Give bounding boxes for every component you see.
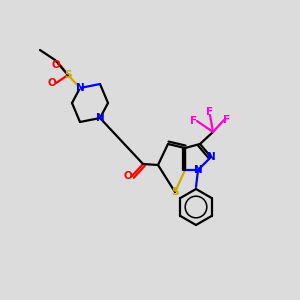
Text: N: N	[207, 152, 215, 162]
Text: F: F	[224, 115, 231, 125]
Text: N: N	[76, 83, 84, 93]
Text: O: O	[52, 60, 60, 70]
Text: F: F	[206, 107, 214, 117]
Text: O: O	[124, 171, 132, 181]
Text: N: N	[96, 113, 104, 123]
Text: O: O	[48, 78, 56, 88]
Text: F: F	[190, 116, 198, 126]
Text: N: N	[194, 165, 202, 175]
Text: S: S	[171, 187, 179, 197]
Text: S: S	[64, 70, 72, 80]
